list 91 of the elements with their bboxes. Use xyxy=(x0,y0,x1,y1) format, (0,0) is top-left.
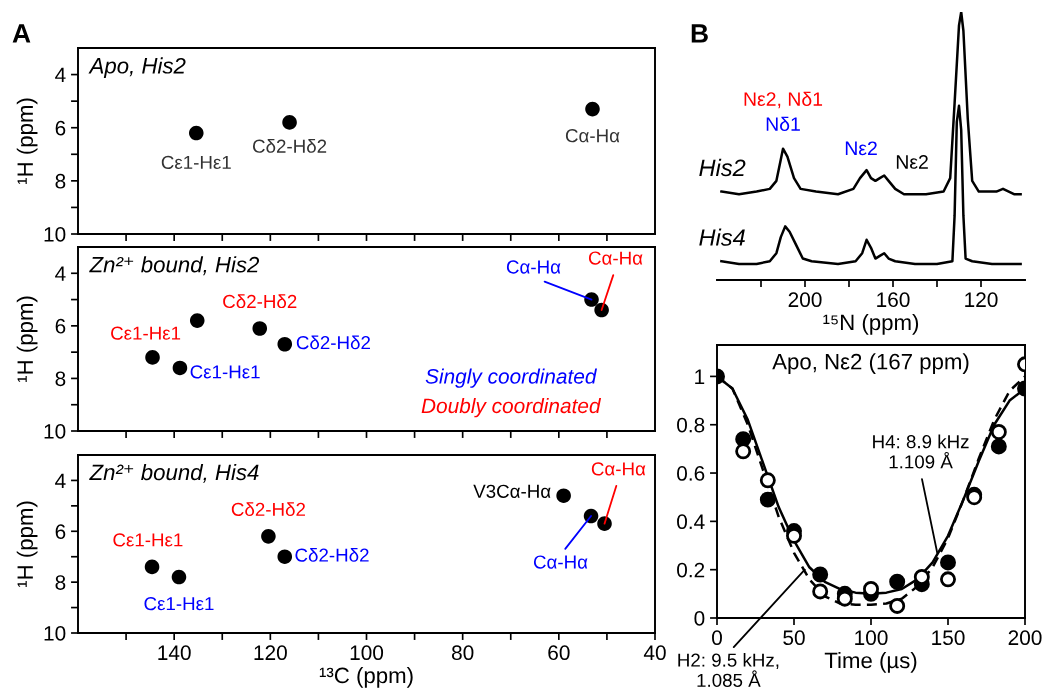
point xyxy=(145,350,160,365)
x-axis-title: Time (µs) xyxy=(824,652,917,673)
annotation: Cε1-Hε1 xyxy=(161,155,231,170)
y-tick-label: 4 xyxy=(55,473,66,488)
point xyxy=(172,360,188,376)
point xyxy=(252,321,268,336)
y-tick-label: 10 xyxy=(44,227,66,242)
y-tick-label: 8 xyxy=(55,575,66,590)
point xyxy=(597,516,612,531)
annotation: Cε1-Hε1 xyxy=(113,533,183,547)
y-axis-title: ¹H (ppm) xyxy=(16,98,38,184)
y-tick-label: 6 xyxy=(55,120,66,136)
annotation: Nδ1 xyxy=(766,116,800,131)
chart-title: Apo, Nε2 (167 ppm) xyxy=(772,353,969,374)
point xyxy=(189,125,204,141)
y-tick-label: 0.6 xyxy=(677,466,705,481)
y-tick-label: 0.2 xyxy=(677,562,705,578)
x-tick-label: 140 xyxy=(158,645,191,661)
point xyxy=(556,488,571,503)
chart-title: Zn²⁺ bound, His4 xyxy=(89,463,259,483)
y-tick-label: 1 xyxy=(695,369,705,384)
annotation: H2: 9.5 kHz, 1.085 Å xyxy=(678,653,779,687)
text: A xyxy=(12,24,31,43)
y-tick-label: 10 xyxy=(44,626,66,641)
x-tick-label: 200 xyxy=(788,292,822,308)
y-tick-label: 0.8 xyxy=(677,417,705,433)
y-tick-label: 4 xyxy=(55,67,66,83)
x-axis-title: ¹³C (ppm) xyxy=(319,667,413,688)
series-label: His4 xyxy=(699,228,745,246)
annotation: Cα-Hα xyxy=(565,129,620,143)
point xyxy=(277,549,293,564)
x-tick-label: 160 xyxy=(877,292,910,308)
y-axis-title: ¹H (ppm) xyxy=(16,296,38,382)
text: B xyxy=(691,24,708,43)
x-tick-label: 120 xyxy=(965,292,998,308)
annotation: Cδ2-Hδ2 xyxy=(296,335,370,350)
annotation: Nε2 xyxy=(896,155,928,169)
point xyxy=(189,313,205,328)
annotation: V3Cα-Hα xyxy=(473,484,551,498)
y-tick-label: 0.4 xyxy=(677,514,705,530)
point xyxy=(585,101,600,117)
annotation: Cα-Hα xyxy=(506,260,561,274)
point xyxy=(171,569,187,585)
point xyxy=(144,559,160,575)
annotation: Singly coordinated xyxy=(425,368,598,388)
annotation: H4: 8.9 kHz 1.109 Å xyxy=(873,434,969,469)
annotation: Cε1-Hε1 xyxy=(190,365,260,379)
annotation: Cε1-Hε1 xyxy=(144,597,214,611)
x-tick-label: 60 xyxy=(548,645,570,661)
annotation: Cα-Hα xyxy=(591,462,646,476)
chart-title: Apo, His2 xyxy=(88,57,186,79)
point xyxy=(735,431,752,448)
x-tick-label: 0 xyxy=(712,630,722,646)
x-tick-label: 120 xyxy=(254,645,287,661)
x-tick-label: 150 xyxy=(932,630,965,646)
annotation: Cδ2-Hδ2 xyxy=(231,502,305,516)
annotation: Cα-Hα xyxy=(533,555,588,569)
point xyxy=(990,438,1007,455)
point xyxy=(889,573,906,590)
annotation: Cα-Hα xyxy=(588,251,643,265)
annotation: Cδ2-Hδ2 xyxy=(252,139,327,153)
y-tick-label: 4 xyxy=(55,266,66,281)
x-tick-label: 80 xyxy=(451,645,474,661)
y-tick-label: 0 xyxy=(694,611,705,626)
x-tick-label: 200 xyxy=(1008,630,1042,646)
chart-title: Zn²⁺ bound, His2 xyxy=(89,256,260,276)
point xyxy=(940,554,956,571)
x-tick-label: 100 xyxy=(855,630,888,646)
annotation: Nε2 xyxy=(845,141,877,156)
y-tick-label: 6 xyxy=(55,318,66,334)
annotation: Cδ2-Hδ2 xyxy=(295,547,369,562)
series-label: His2 xyxy=(699,158,746,177)
point xyxy=(812,566,829,583)
y-tick-label: 10 xyxy=(44,424,66,439)
x-tick-label: 40 xyxy=(643,645,666,661)
x-tick-label: 50 xyxy=(783,630,805,646)
y-tick-label: 8 xyxy=(55,173,66,189)
y-tick-label: 8 xyxy=(55,371,66,387)
annotation: Cε1-Hε1 xyxy=(111,326,181,340)
point xyxy=(277,336,293,352)
x-axis-title: ¹⁵N (ppm) xyxy=(823,314,919,335)
y-axis-title: ¹H (ppm) xyxy=(16,501,38,587)
x-tick-label: 100 xyxy=(350,645,384,661)
point xyxy=(594,302,609,318)
point xyxy=(282,115,297,130)
point xyxy=(261,529,276,544)
point xyxy=(759,491,776,508)
y-tick-label: 6 xyxy=(55,524,66,540)
annotation: Doubly coordinated xyxy=(421,397,602,418)
annotation: Cδ2-Hδ2 xyxy=(223,294,297,309)
annotation: Nε2, Nδ1 xyxy=(744,91,823,109)
